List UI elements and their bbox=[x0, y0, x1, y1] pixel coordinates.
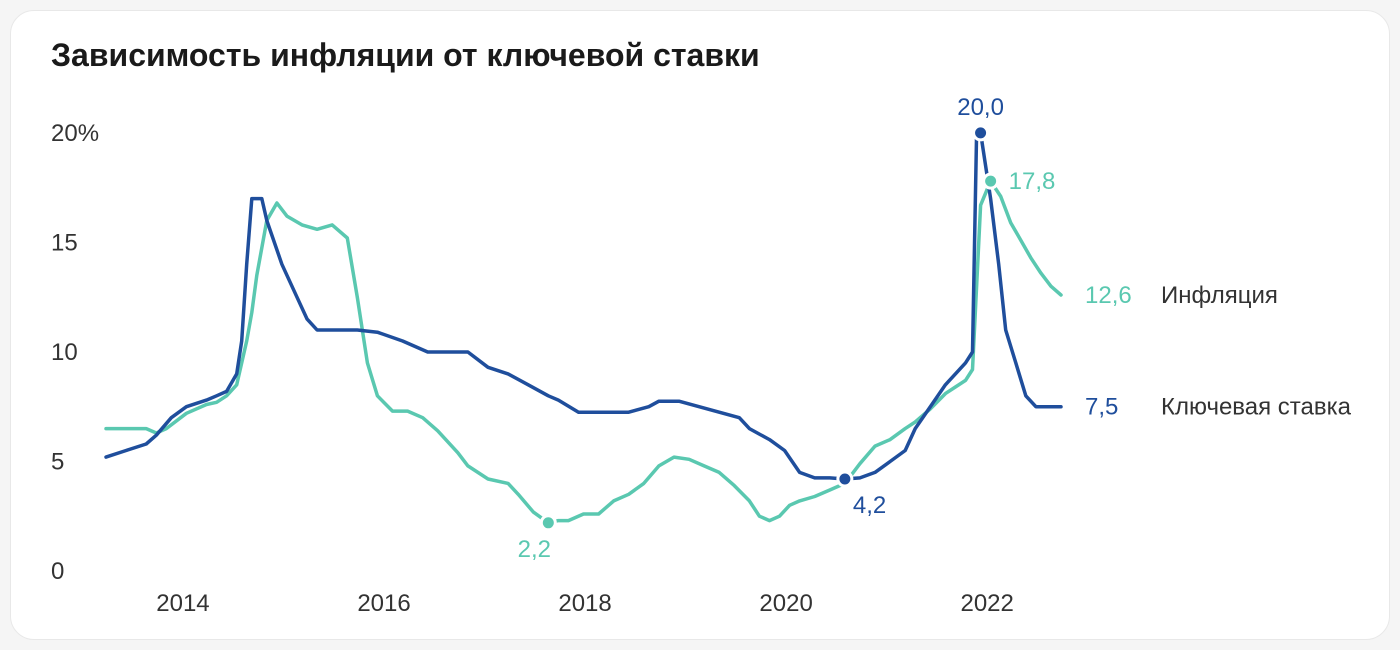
line-chart-svg: 0 5 10 15 20% 2014 2016 2018 2020 2022 2,2 4,2 20,0 1… bbox=[11, 11, 1391, 641]
key-rate-legend-label: Ключевая ставка bbox=[1161, 394, 1352, 421]
chart-area: 0 5 10 15 20% 2014 2016 2018 2020 2022 2,2 4,2 20,0 1… bbox=[11, 11, 1391, 641]
callout-marker bbox=[984, 174, 998, 188]
callout-label: 20,0 bbox=[957, 94, 1004, 121]
x-tick-label: 2018 bbox=[558, 590, 611, 617]
callout-marker bbox=[541, 516, 555, 530]
y-tick-label: 10 bbox=[51, 339, 78, 366]
callout-marker bbox=[974, 126, 988, 140]
chart-card: Зависимость инфляции от ключевой ставки … bbox=[10, 10, 1390, 640]
y-tick-label: 20% bbox=[51, 120, 99, 147]
y-tick-label: 5 bbox=[51, 448, 64, 475]
callout-label: 4,2 bbox=[853, 492, 886, 519]
callout-label: 17,8 bbox=[1009, 168, 1056, 195]
inflation-end-value: 12,6 bbox=[1085, 282, 1132, 309]
x-tick-label: 2022 bbox=[960, 590, 1013, 617]
x-tick-label: 2020 bbox=[759, 590, 812, 617]
key-rate-line bbox=[106, 133, 1061, 479]
y-tick-label: 15 bbox=[51, 229, 78, 256]
inflation-legend-label: Инфляция bbox=[1161, 282, 1278, 309]
callout-marker bbox=[838, 472, 852, 486]
callout-label: 2,2 bbox=[518, 536, 551, 563]
x-tick-label: 2014 bbox=[156, 590, 209, 617]
key-rate-end-value: 7,5 bbox=[1085, 394, 1118, 421]
y-tick-label: 0 bbox=[51, 558, 64, 585]
x-tick-label: 2016 bbox=[357, 590, 410, 617]
